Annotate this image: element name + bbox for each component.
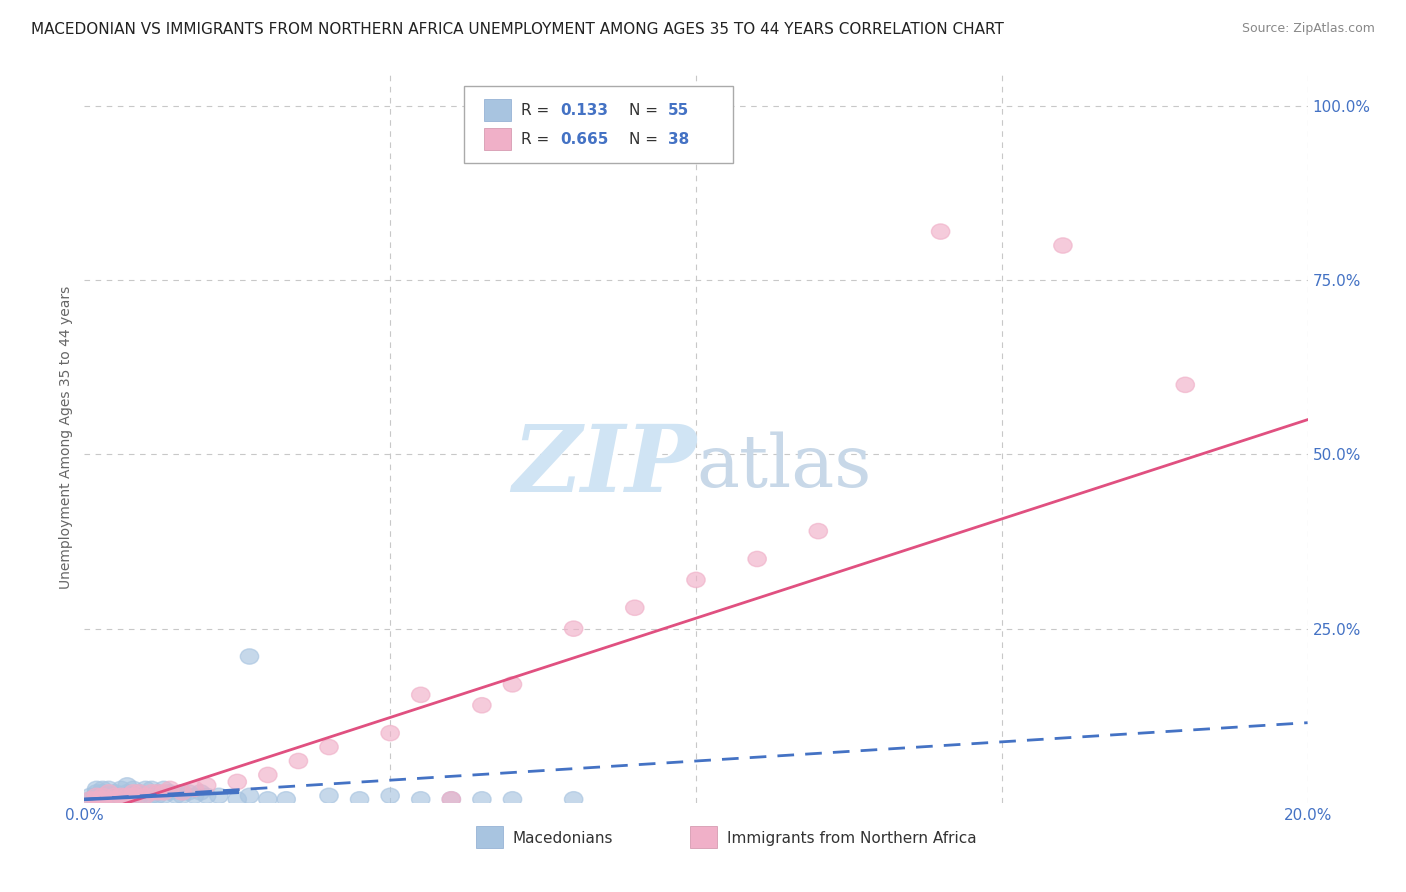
Bar [475,826,503,848]
FancyBboxPatch shape [464,86,733,163]
Text: ZIP: ZIP [512,421,696,511]
Text: R =: R = [522,132,554,147]
Text: 0.133: 0.133 [560,103,609,118]
Text: Immigrants from Northern Africa: Immigrants from Northern Africa [727,831,976,847]
Text: MACEDONIAN VS IMMIGRANTS FROM NORTHERN AFRICA UNEMPLOYMENT AMONG AGES 35 TO 44 Y: MACEDONIAN VS IMMIGRANTS FROM NORTHERN A… [31,22,1004,37]
Y-axis label: Unemployment Among Ages 35 to 44 years: Unemployment Among Ages 35 to 44 years [59,285,73,589]
Text: Macedonians: Macedonians [513,831,613,847]
Text: 55: 55 [668,103,689,118]
Bar [484,128,512,151]
Bar [484,99,512,121]
Text: R =: R = [522,103,554,118]
Text: N =: N = [628,132,662,147]
Bar [690,826,717,848]
Text: 38: 38 [668,132,689,147]
Text: N =: N = [628,103,662,118]
Text: atlas: atlas [696,431,872,501]
Text: 0.665: 0.665 [560,132,609,147]
Text: Source: ZipAtlas.com: Source: ZipAtlas.com [1241,22,1375,36]
